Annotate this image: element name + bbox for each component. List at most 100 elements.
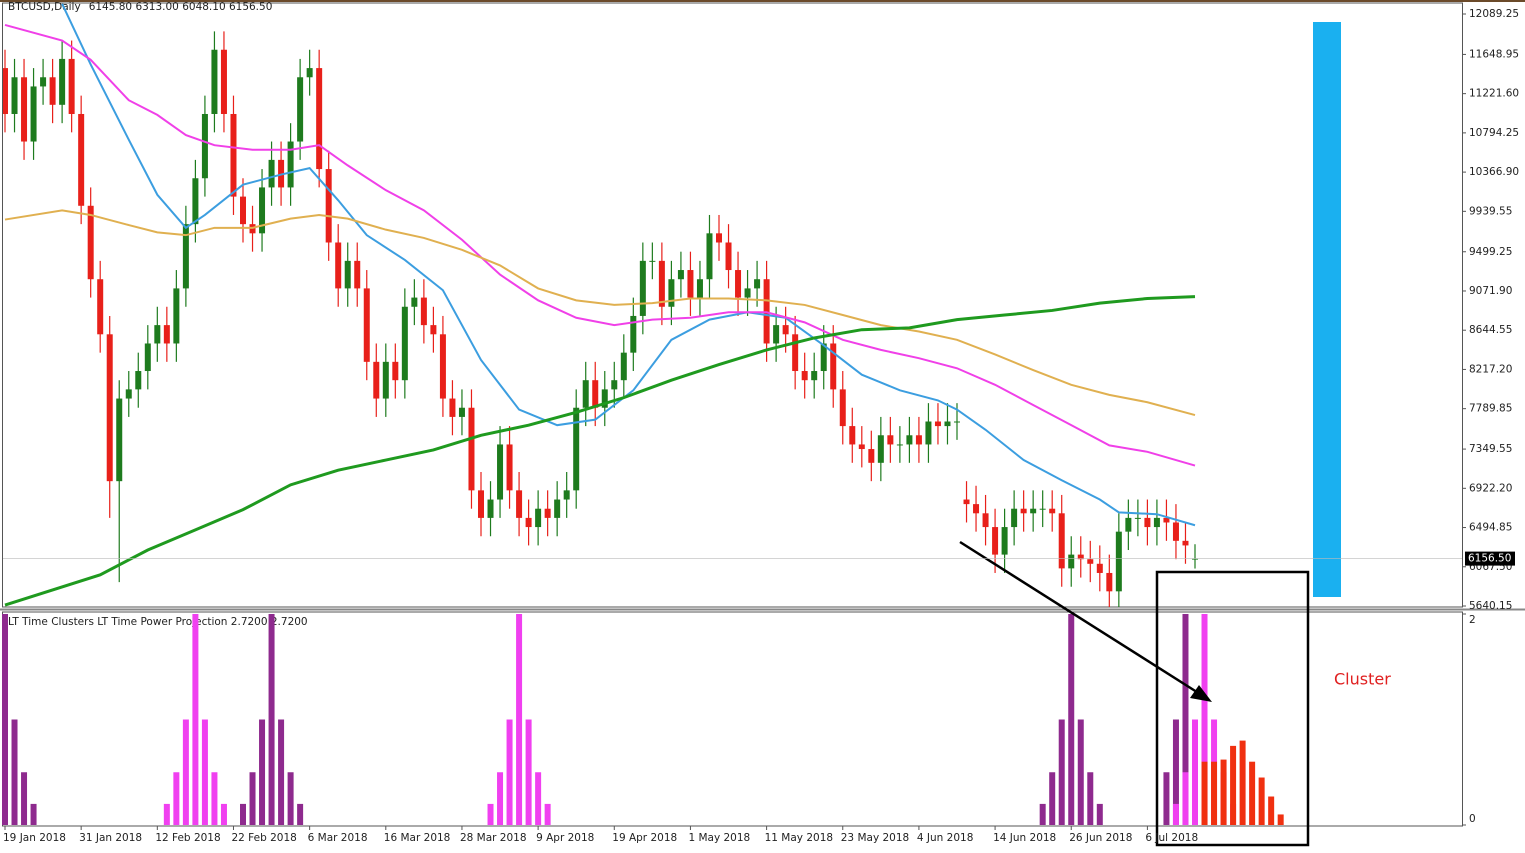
candle-body [344, 260, 351, 289]
candle-body [420, 297, 427, 326]
candle-body [658, 260, 665, 307]
cluster-bar [30, 803, 37, 825]
candle-body [1115, 531, 1122, 592]
y-tick-label: 11648.95 [1469, 48, 1519, 60]
candle-body [563, 490, 570, 500]
candle-body [1144, 517, 1151, 528]
x-tick-label: 22 Feb 2018 [231, 832, 296, 844]
cluster-bar [1249, 761, 1256, 825]
y-tick-label: 5640.15 [1469, 600, 1512, 612]
candle-body [116, 398, 123, 482]
candle-body [716, 233, 722, 243]
y-tick-label: 8217.20 [1469, 363, 1512, 375]
cluster-bar [287, 772, 294, 825]
candle-body [1077, 554, 1084, 560]
cluster-bar [544, 803, 551, 825]
candle-body [535, 508, 542, 528]
x-tick-label: 12 Feb 2018 [155, 832, 220, 844]
candle-body [1001, 527, 1008, 555]
symbol: BTCUSD,Daily [8, 1, 81, 13]
candle-body [915, 435, 922, 445]
candle-body [973, 504, 980, 514]
cluster-bar [1058, 719, 1065, 825]
candle-body [458, 407, 465, 417]
candle-body [478, 490, 484, 518]
cluster-bar [1049, 772, 1056, 825]
candle-body [525, 517, 532, 528]
cluster-bar [1039, 803, 1046, 825]
candle-body [78, 113, 85, 206]
cluster-bar [506, 719, 513, 825]
candle-body [240, 196, 246, 225]
y-tick-label: 0 [1469, 813, 1476, 825]
candle-body [573, 407, 580, 491]
candle-body [401, 306, 408, 381]
arrow [959, 540, 1201, 696]
candle-body [87, 205, 94, 280]
candle-body [601, 389, 608, 408]
candle-body [839, 389, 846, 427]
cluster-bar [182, 719, 189, 825]
candle-body [354, 260, 361, 289]
price-plot [3, 3, 1198, 607]
candle-body [1134, 517, 1141, 519]
x-tick-label: 6 Mar 2018 [308, 832, 368, 844]
candle-body [792, 334, 799, 372]
x-tick-label: 31 Jan 2018 [79, 832, 142, 844]
cluster-bar [163, 803, 170, 825]
y-tick-label: 9939.55 [1469, 205, 1512, 217]
candle-body [201, 113, 208, 179]
candle-body [1020, 508, 1027, 514]
candle-body [1039, 508, 1046, 510]
y-tick-label: 2 [1469, 614, 1476, 626]
candle-body [858, 444, 865, 450]
candle-body [849, 426, 856, 445]
cluster-bar [278, 719, 285, 825]
cluster-bar [1268, 796, 1275, 825]
candle-body [230, 113, 237, 197]
cluster-bar [1220, 759, 1227, 825]
candle-body [896, 444, 903, 446]
x-tick-label: 9 Apr 2018 [536, 832, 594, 844]
candle-body [1049, 508, 1056, 514]
candle-body [677, 270, 684, 280]
candle-body [506, 444, 513, 491]
x-tick-label: 26 Jun 2018 [1069, 832, 1132, 844]
candle-body [144, 343, 151, 372]
cluster-bar [21, 772, 28, 825]
candle-body [744, 288, 751, 298]
candle-body [554, 499, 561, 518]
cluster-bar [1211, 761, 1218, 825]
cluster-bar [1172, 719, 1179, 825]
cluster-bar [1201, 761, 1208, 825]
candle-body [68, 58, 75, 114]
cluster-bar [1201, 614, 1208, 825]
x-tick-label: 19 Apr 2018 [612, 832, 677, 844]
cluster-bar [249, 772, 256, 825]
cluster-bar [497, 772, 504, 825]
ohlc: 6145.80 6313.00 6048.10 6156.50 [89, 1, 273, 13]
candle-body [382, 361, 389, 399]
candle-body [220, 49, 227, 114]
candle-body [487, 499, 494, 518]
cluster-bar [297, 803, 304, 825]
candle-body [154, 325, 161, 344]
candle-body [649, 260, 656, 262]
candle-body [906, 435, 913, 445]
candle-body [430, 325, 437, 335]
candle-body [516, 490, 523, 518]
candle-body [335, 242, 342, 289]
cluster-bar [1182, 772, 1189, 825]
candle-body [192, 178, 199, 225]
arrow-head [1190, 685, 1212, 702]
x-tick-label: 6 Jul 2018 [1145, 832, 1198, 844]
x-tick-label: 11 May 2018 [765, 832, 833, 844]
candle-body [544, 508, 551, 518]
candle-body [325, 169, 332, 243]
candle-body [982, 513, 989, 528]
main-pane [2, 2, 1463, 608]
cluster-bar [487, 803, 494, 825]
price-label: 6156.50 [1468, 553, 1511, 565]
cluster-bar [1230, 745, 1237, 825]
